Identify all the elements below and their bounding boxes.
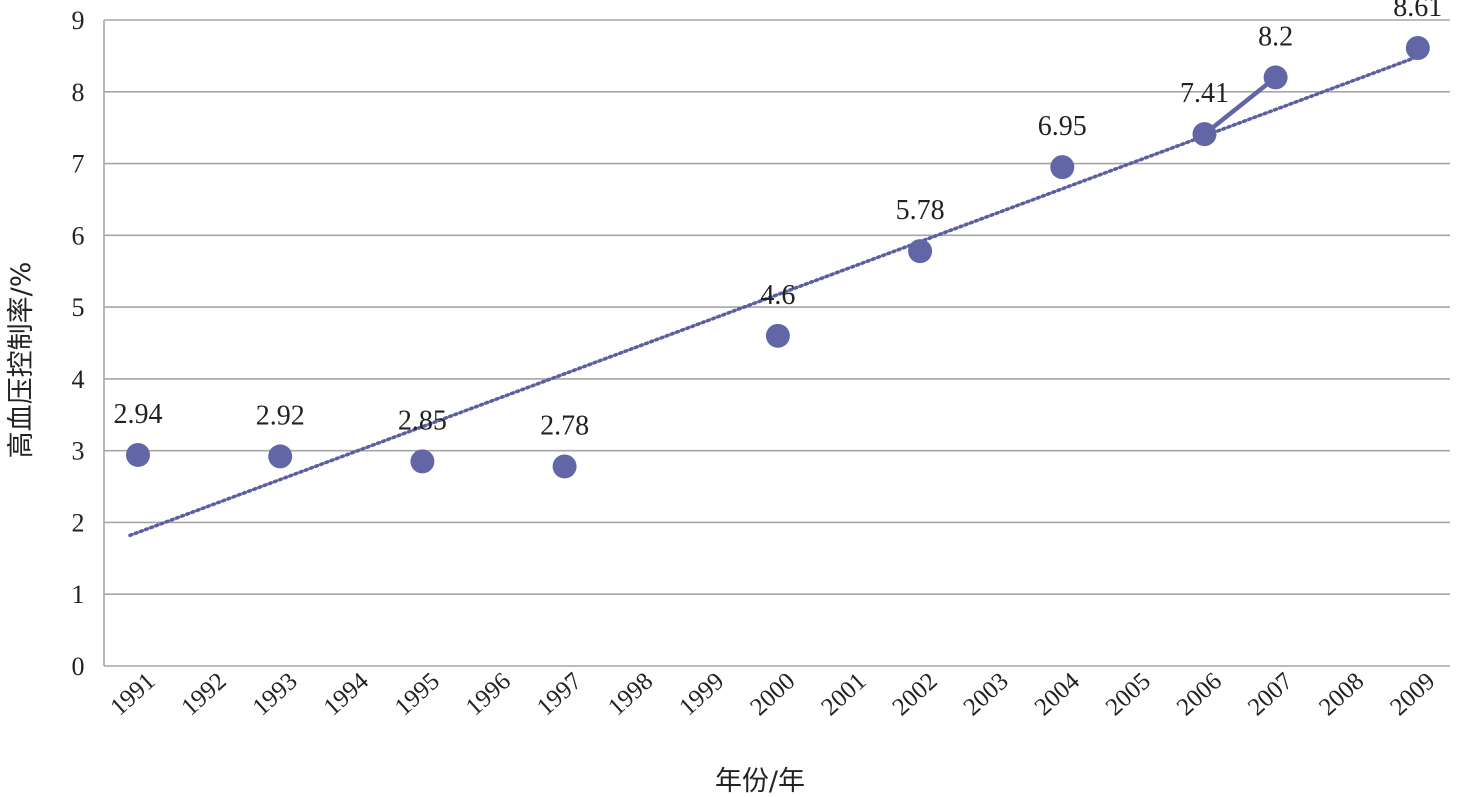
x-tick-label: 1998 xyxy=(603,668,658,722)
y-tick-label: 7 xyxy=(72,150,85,179)
x-tick-label: 1999 xyxy=(674,668,729,722)
series-line-segment xyxy=(1203,75,1278,136)
data-point xyxy=(268,444,293,469)
data-point xyxy=(1050,155,1075,180)
data-label: 8.61 xyxy=(1393,0,1442,23)
data-label: 2.94 xyxy=(114,399,163,430)
data-point xyxy=(908,239,933,264)
gridlines xyxy=(103,19,1450,667)
data-label: 7.41 xyxy=(1180,78,1229,109)
x-tick-label: 2009 xyxy=(1385,668,1440,722)
x-tick-label: 2000 xyxy=(745,668,800,722)
y-tick-labels: 0 1 2 3 4 5 6 7 8 9 xyxy=(72,6,85,681)
y-axis-title: 高血压控制率/% xyxy=(6,262,37,459)
x-tick-label: 2007 xyxy=(1243,668,1298,722)
x-axis-title: 年份/年 xyxy=(715,766,805,797)
x-tick-label: 2004 xyxy=(1030,667,1086,721)
y-tick-label: 0 xyxy=(72,652,85,681)
x-tick-label: 2001 xyxy=(816,668,871,722)
data-label: 2.78 xyxy=(540,410,589,441)
data-point xyxy=(1192,122,1217,147)
data-point xyxy=(1263,65,1288,90)
x-tick-label: 1996 xyxy=(461,668,516,722)
series-layer xyxy=(126,35,1430,479)
x-tick-label: 1991 xyxy=(105,668,160,722)
y-tick-label: 6 xyxy=(72,221,85,250)
x-tick-label: 2006 xyxy=(1172,668,1227,722)
x-tick-label: 2005 xyxy=(1101,668,1156,722)
x-tick-label: 1995 xyxy=(390,668,445,722)
x-tick-label: 1997 xyxy=(532,668,587,722)
data-label: 2.92 xyxy=(256,400,305,431)
y-tick-label: 4 xyxy=(72,365,85,394)
data-label: 5.78 xyxy=(896,195,945,226)
x-tick-label: 1993 xyxy=(248,668,303,722)
data-point xyxy=(765,323,790,348)
y-tick-label: 9 xyxy=(72,6,85,35)
data-point xyxy=(552,454,577,479)
data-label: 2.85 xyxy=(398,405,447,436)
y-tick-label: 2 xyxy=(72,508,85,537)
y-tick-label: 8 xyxy=(72,78,85,107)
data-label: 6.95 xyxy=(1038,111,1087,142)
x-tick-label: 2003 xyxy=(959,668,1014,722)
x-tick-label: 2002 xyxy=(887,668,942,722)
data-point xyxy=(1405,35,1430,60)
x-tick-labels: 1991 1992 1993 1994 1995 1996 1997 1998 1999 2000… xyxy=(105,667,1440,721)
data-labels: 2.94 2.92 2.85 2.78 4.6 5.78 6.95 7.41 8.2 8.61 xyxy=(114,0,1443,441)
data-point xyxy=(410,449,435,474)
y-tick-label: 5 xyxy=(72,293,85,322)
x-tick-label: 1992 xyxy=(176,668,231,722)
y-tick-label: 1 xyxy=(72,580,85,609)
y-tick-label: 3 xyxy=(72,437,85,466)
x-tick-label: 2008 xyxy=(1314,668,1369,722)
data-point xyxy=(126,442,150,467)
x-tick-label: 1994 xyxy=(319,667,375,721)
data-label: 4.6 xyxy=(760,280,795,311)
data-label: 8.2 xyxy=(1258,21,1293,52)
